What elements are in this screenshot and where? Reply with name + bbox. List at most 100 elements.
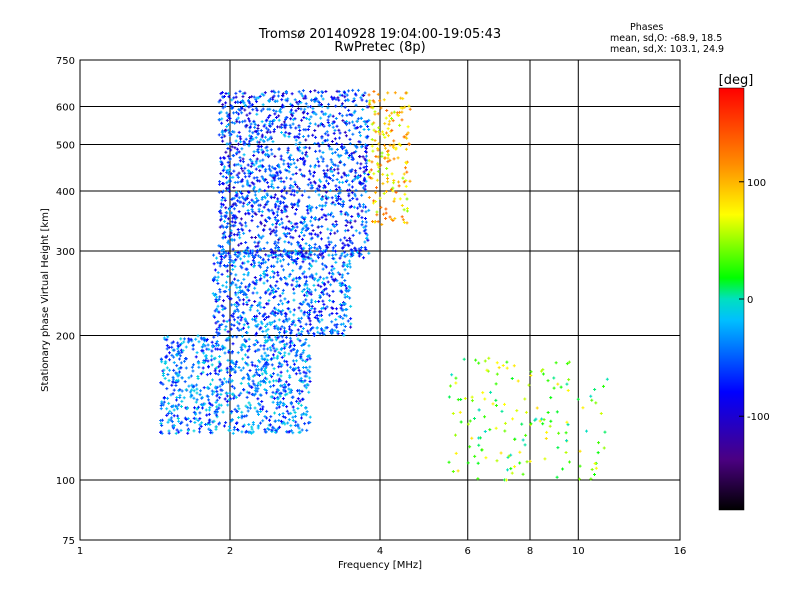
data-point [247,169,251,173]
data-point [310,183,314,187]
data-point [222,182,226,186]
data-point [204,408,208,412]
data-point [275,115,279,119]
data-point [305,205,309,209]
data-point [221,410,225,414]
data-point [275,260,279,264]
data-point [257,140,261,144]
data-point [309,250,313,254]
data-point [175,407,179,411]
data-point [297,90,301,94]
data-point [234,258,238,262]
data-point [178,354,182,358]
data-point [372,199,376,203]
data-point [578,464,582,468]
data-point [320,237,324,241]
data-point [272,186,276,190]
data-point [199,372,203,376]
data-point [333,328,337,332]
data-point [198,411,202,415]
data-point [339,254,343,258]
data-point [350,179,354,183]
data-point [343,325,347,329]
data-point [466,461,470,465]
data-point [201,403,205,407]
data-point [170,420,174,424]
data-point [304,128,308,132]
data-point [313,89,317,93]
data-point [221,169,225,173]
data-point [276,270,280,274]
data-point [327,182,331,186]
data-point [340,102,344,106]
data-point [262,139,266,143]
data-point [313,277,317,281]
data-point [290,227,294,231]
data-point [348,154,352,158]
data-point [474,358,478,362]
data-point [292,161,296,165]
data-point [219,205,223,209]
data-point [285,405,289,409]
data-point [470,395,474,399]
data-point [264,369,268,373]
data-point [159,403,163,407]
data-point [187,384,191,388]
data-point [275,170,279,174]
data-point [304,322,308,326]
data-point [220,160,224,164]
data-point [287,132,291,136]
data-point [172,368,176,372]
data-point [281,288,285,292]
data-point [232,207,236,211]
data-point [258,159,262,163]
data-point [223,104,227,108]
data-point [263,312,267,316]
data-point [279,278,283,282]
data-point [273,167,277,171]
data-point [256,132,260,136]
data-point [262,93,266,97]
data-point [314,272,318,276]
data-point [292,362,296,366]
data-point [348,169,352,173]
data-point [226,264,230,268]
data-point [601,384,605,388]
data-point [447,460,451,464]
data-point [248,403,252,407]
data-point [472,416,476,420]
x-tick-label: 16 [674,546,687,557]
data-point [298,267,302,271]
data-point [180,420,184,424]
data-point [217,244,221,248]
data-point [236,180,240,184]
data-point [297,368,301,372]
data-point [280,189,284,192]
data-point [257,264,261,268]
data-point [294,359,298,363]
data-point [235,304,239,308]
data-point [199,424,203,428]
data-point [250,360,254,364]
data-point [314,300,318,304]
data-point [248,430,252,434]
data-point [349,322,353,326]
data-point [528,459,532,463]
data-point [203,423,207,427]
data-point [186,340,190,344]
data-point [453,433,457,437]
data-point [298,149,302,153]
data-point [362,229,366,233]
data-point [240,410,244,414]
data-point [247,142,251,146]
data-point [303,341,307,345]
data-point [200,421,204,425]
data-point [260,92,264,96]
data-point [224,380,228,384]
data-point [287,387,291,391]
data-point [248,308,252,312]
data-point [565,420,569,424]
data-point [230,351,234,355]
data-point [319,116,323,120]
data-point [243,166,247,170]
